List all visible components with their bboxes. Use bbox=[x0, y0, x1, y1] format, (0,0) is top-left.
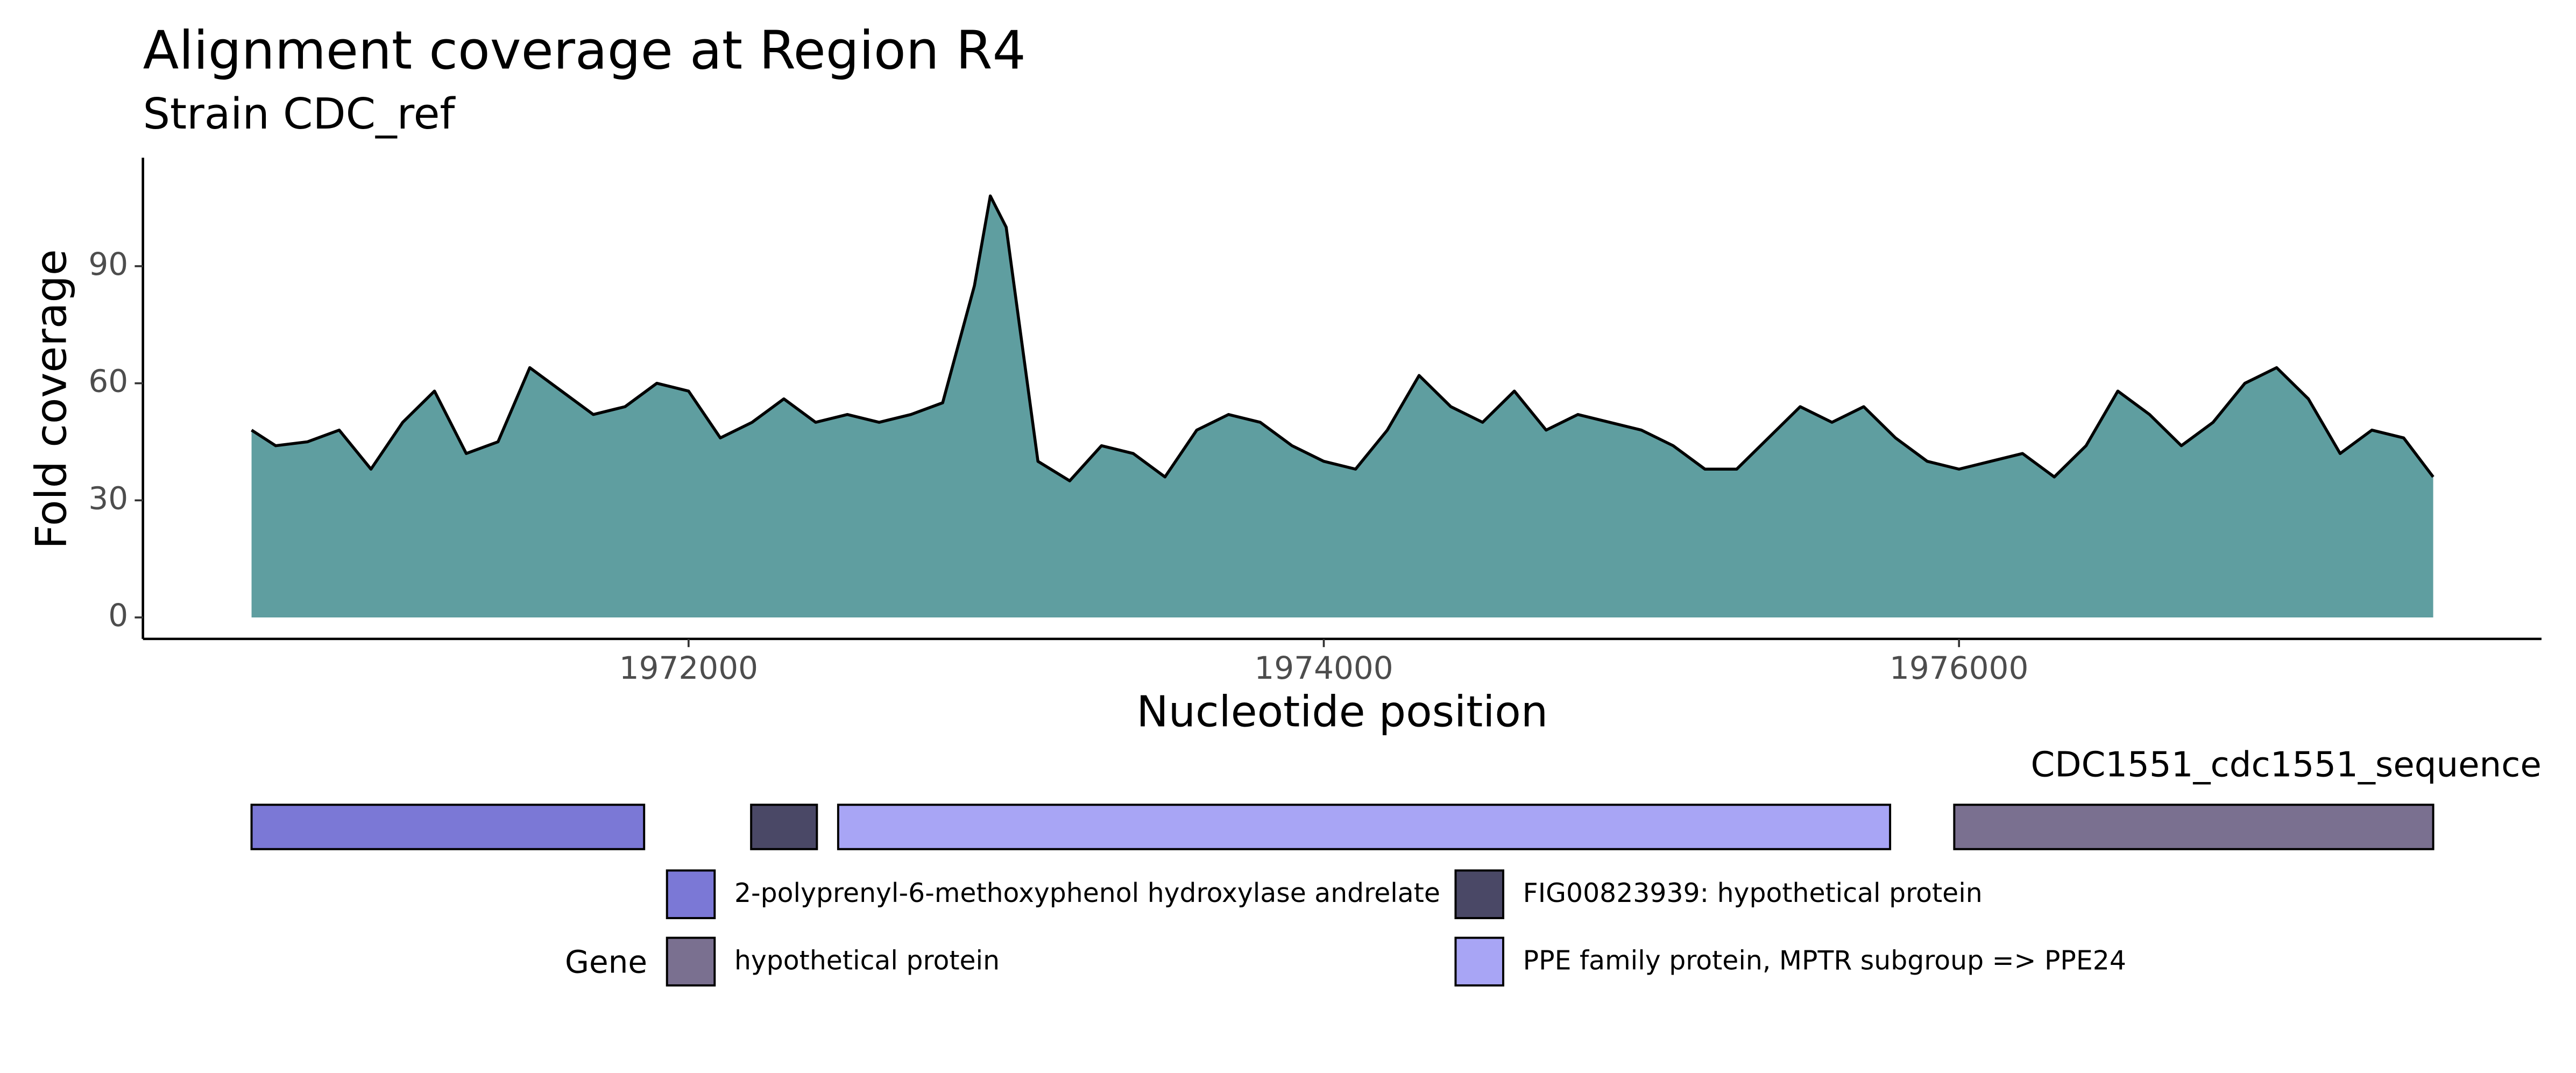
legend-key bbox=[1454, 936, 1505, 987]
coverage-line bbox=[251, 194, 2435, 482]
legend-label: FIG00823939: hypothetical protein bbox=[1523, 878, 1983, 908]
legend-label: hypothetical protein bbox=[734, 945, 1000, 976]
gene bbox=[750, 804, 818, 850]
gene bbox=[837, 804, 1892, 850]
coverage-area bbox=[251, 196, 2433, 617]
legend-label: 2-polyprenyl-6-methoxyphenol hydroxylase… bbox=[734, 878, 1440, 908]
legend-label: PPE family protein, MPTR subgroup => PPE… bbox=[1523, 945, 2126, 976]
legend-key bbox=[1454, 869, 1505, 919]
legend-title: Gene bbox=[565, 944, 647, 980]
y-tick-label: 90 bbox=[88, 246, 128, 282]
y-tick-label: 60 bbox=[88, 363, 128, 400]
track-title: CDC1551_cdc1551_sequence bbox=[2030, 745, 2541, 785]
gene bbox=[1953, 804, 2435, 850]
x-tick-label: 1976000 bbox=[1889, 650, 2028, 686]
y-axis-title: Fold coverage bbox=[26, 249, 76, 549]
legend-key bbox=[666, 869, 716, 919]
legend-key bbox=[666, 936, 716, 987]
x-axis-title: Nucleotide position bbox=[1136, 686, 1548, 736]
x-tick-label: 1972000 bbox=[619, 650, 758, 686]
gene bbox=[250, 804, 646, 850]
x-tick-label: 1974000 bbox=[1254, 650, 1393, 686]
y-tick-label: 30 bbox=[88, 480, 128, 516]
y-tick-label: 0 bbox=[108, 597, 128, 634]
chart-subtitle: Strain CDC_ref bbox=[143, 89, 456, 139]
chart-title: Alignment coverage at Region R4 bbox=[143, 20, 1026, 82]
